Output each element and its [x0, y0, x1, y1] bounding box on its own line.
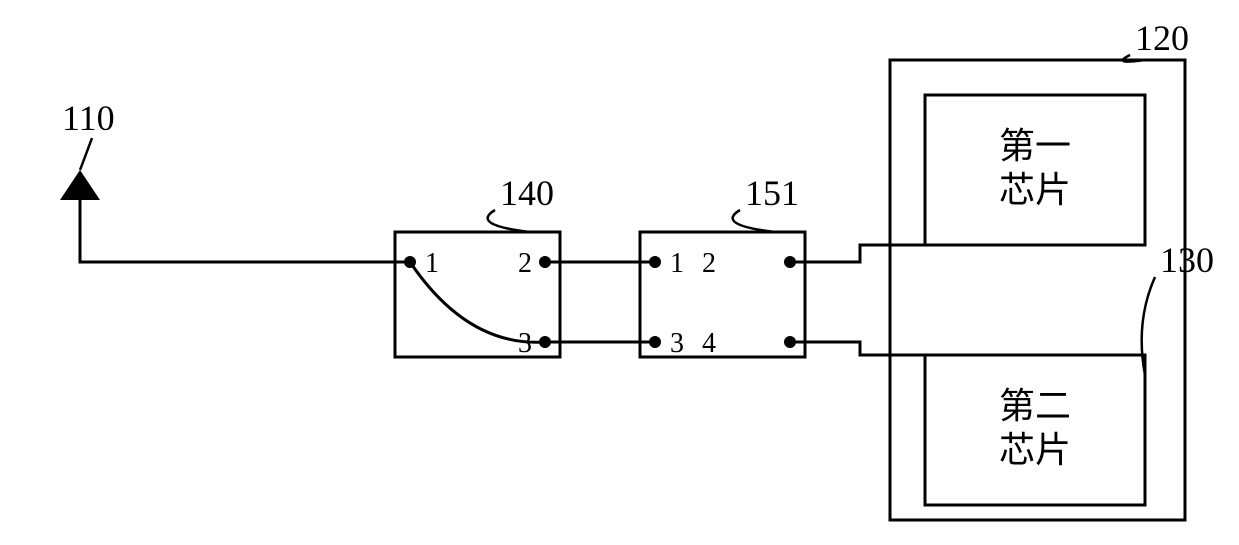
wire-coupler2-chip1 [790, 245, 925, 262]
leader-130 [1142, 277, 1155, 375]
antenna-icon [60, 170, 100, 200]
wire-coupler4-chip2 [790, 342, 925, 355]
wire-antenna-to-switch [80, 200, 410, 262]
coupler-pin1-label: 1 [670, 248, 684, 279]
chip1-label-bot: 芯片 [999, 170, 1071, 210]
ref-120: 120 [1135, 18, 1189, 58]
ref-151: 151 [745, 173, 799, 213]
leader-151 [733, 210, 775, 232]
ref-130: 130 [1160, 240, 1214, 280]
chip1-label-top: 第一 [999, 126, 1071, 166]
leader-110 [80, 138, 92, 170]
ref-110: 110 [62, 98, 115, 138]
ref-140: 140 [500, 173, 554, 213]
switch-box [395, 232, 560, 357]
leader-140 [488, 210, 530, 232]
coupler-pin3-label: 3 [670, 328, 684, 359]
coupler-pin2-label: 2 [702, 248, 716, 279]
chip2-label-top: 第二 [999, 386, 1071, 426]
switch-pin1-label: 1 [425, 248, 439, 279]
switch-pin2-label: 2 [518, 248, 532, 279]
coupler-box [640, 232, 805, 357]
coupler-pin4-label: 4 [702, 328, 716, 359]
chip2-label-bot: 芯片 [999, 430, 1071, 470]
